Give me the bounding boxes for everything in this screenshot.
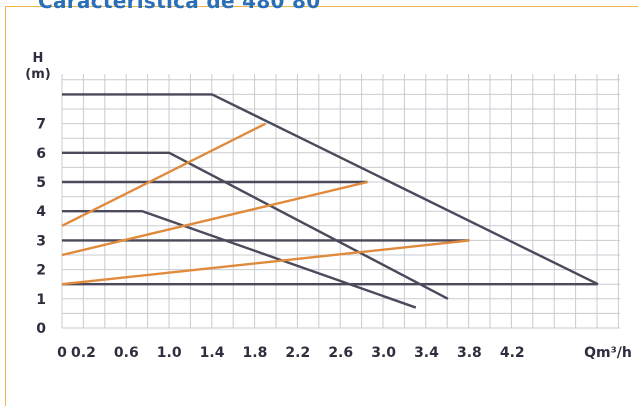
x-tick-label: 3.0 (371, 345, 396, 361)
system-curve-2 (61, 180, 368, 257)
pump-curve-2 (62, 151, 449, 300)
x-tick-label: 3.8 (457, 345, 482, 361)
chart-heading: Característica de 480 80 (38, 0, 321, 13)
pump-curve-1 (62, 93, 599, 286)
y-tick-label: 3 (36, 233, 46, 249)
x-tick-label: 1.4 (200, 345, 225, 361)
x-tick-label: 2.6 (328, 345, 353, 361)
chart-frame (5, 6, 638, 406)
y-tick-label: 4 (36, 204, 46, 220)
x-tick-label: 0.2 (71, 345, 96, 361)
system-curves (61, 122, 470, 286)
y-tick-label: 1 (36, 292, 46, 308)
x-tick-label: 1.0 (157, 345, 182, 361)
x-tick-label: 0 (57, 345, 67, 361)
y-tick-label: 6 (36, 146, 46, 162)
x-tick-label: 2.2 (285, 345, 310, 361)
y-axis-title: H (33, 51, 44, 66)
x-axis-title: Qm³/h (584, 345, 632, 361)
y-tick-label: 7 (36, 117, 46, 133)
x-tick-label: 3.4 (414, 345, 439, 361)
y-tick-label: 5 (36, 175, 46, 191)
y-tick-label: 2 (36, 263, 46, 279)
system-curve-1 (61, 122, 267, 227)
x-tick-label: 1.8 (243, 345, 268, 361)
x-tick-label: 4.2 (500, 345, 525, 361)
y-axis-unit: (m) (25, 67, 50, 82)
x-tick-label: 0.6 (114, 345, 139, 361)
y-tick-label: 0 (36, 321, 46, 337)
grid (61, 73, 620, 329)
system-curve-3 (61, 239, 470, 286)
